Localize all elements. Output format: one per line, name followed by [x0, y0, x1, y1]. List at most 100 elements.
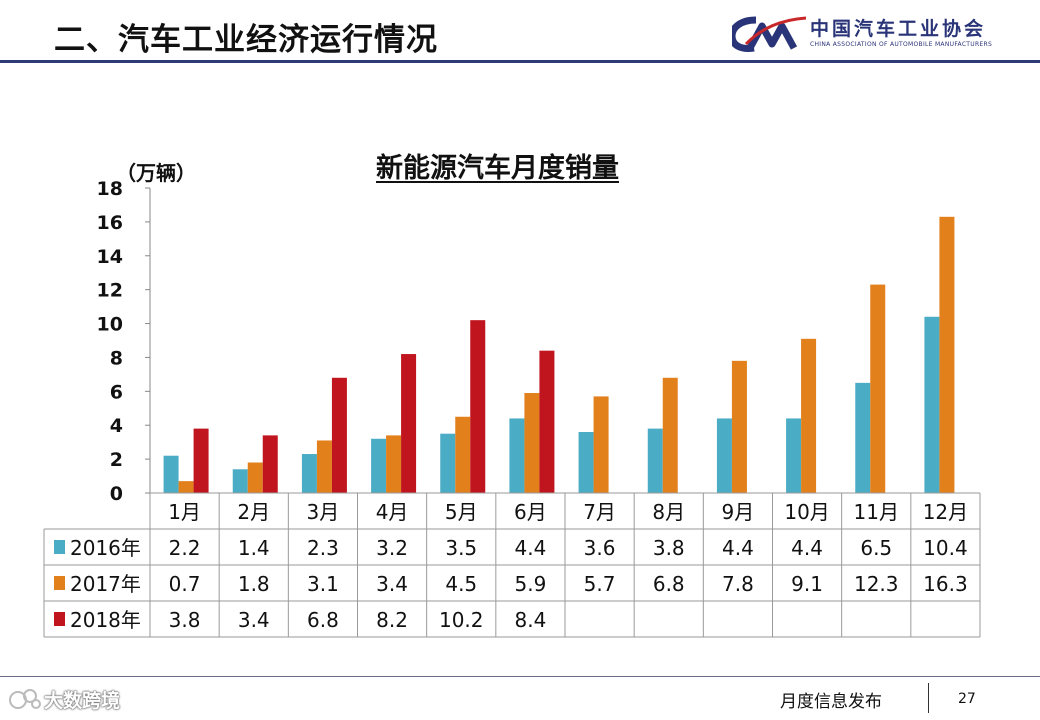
bar-2018年-4月 — [401, 354, 417, 493]
y-tick-label: 6 — [110, 381, 123, 403]
data-label: 3.8 — [653, 536, 685, 560]
data-label: 10.2 — [439, 608, 484, 632]
x-tick-label: 10月 — [784, 500, 829, 524]
page-title: 二、汽车工业经济运行情况 — [54, 22, 438, 58]
data-label: 0.7 — [169, 572, 201, 596]
data-label: 3.5 — [445, 536, 477, 560]
data-label: 3.8 — [169, 608, 201, 632]
header-divider — [0, 60, 1040, 63]
bar-2017年-1月 — [178, 481, 194, 493]
watermark-text: 大数跨境 — [44, 690, 121, 712]
x-tick-label: 9月 — [722, 500, 755, 524]
data-label: 12.3 — [854, 572, 899, 596]
bar-2016年-9月 — [716, 418, 732, 493]
x-tick-label: 1月 — [168, 500, 201, 524]
x-tick-label: 5月 — [445, 500, 478, 524]
bar-2017年-7月 — [593, 396, 609, 493]
x-tick-label: 7月 — [583, 500, 616, 524]
logo-name: 中国汽车工业协会 — [810, 18, 987, 40]
bar-2017年-11月 — [870, 284, 886, 493]
footer-divider — [0, 676, 1040, 677]
y-axis-unit-label: （万辆） — [116, 161, 196, 185]
data-label: 16.3 — [923, 572, 968, 596]
data-label: 1.4 — [238, 536, 270, 560]
data-label: 6.5 — [860, 536, 892, 560]
y-tick-label: 8 — [110, 347, 123, 369]
bar-2017年-4月 — [386, 435, 402, 493]
y-tick-label: 12 — [97, 280, 123, 302]
bar-2018年-6月 — [539, 350, 555, 493]
y-tick-label: 10 — [97, 314, 123, 336]
data-label: 3.4 — [238, 608, 270, 632]
data-label: 3.1 — [307, 572, 339, 596]
bar-2016年-7月 — [578, 432, 594, 493]
legend-label: 2018年 — [70, 608, 141, 632]
bar-2017年-5月 — [455, 416, 471, 493]
bar-2017年-12月 — [939, 216, 955, 494]
bar-2016年-11月 — [855, 382, 871, 493]
bar-2018年-1月 — [193, 428, 209, 493]
x-tick-label: 6月 — [514, 500, 547, 524]
caam-logo: 中国汽车工业协会 CHINA ASSOCIATION OF AUTOMOBILE… — [728, 14, 997, 54]
data-label: 6.8 — [307, 608, 339, 632]
bar-2017年-3月 — [316, 440, 332, 493]
bar-2017年-6月 — [524, 393, 540, 493]
x-tick-label: 2月 — [237, 500, 270, 524]
bar-2017年-2月 — [247, 462, 263, 493]
data-label: 8.2 — [376, 608, 408, 632]
bar-2018年-5月 — [470, 320, 486, 493]
x-tick-label: 3月 — [307, 500, 340, 524]
data-label: 2.3 — [307, 536, 339, 560]
watermark-logo-icon — [9, 689, 41, 709]
bar-2017年-10月 — [801, 338, 817, 493]
data-label: 3.2 — [376, 536, 408, 560]
logo-english-name: CHINA ASSOCIATION OF AUTOMOBILE MANUFACT… — [810, 41, 993, 48]
legend-swatch-2016年 — [54, 540, 65, 554]
footer-label: 月度信息发布 — [780, 692, 882, 712]
footer-separator — [928, 683, 929, 713]
y-tick-label: 0 — [110, 483, 123, 505]
y-tick-label: 18 — [97, 178, 123, 200]
data-label: 4.4 — [791, 536, 823, 560]
bar-2016年-6月 — [509, 418, 525, 493]
data-label: 9.1 — [791, 572, 823, 596]
data-label: 2.2 — [169, 536, 201, 560]
data-label: 4.4 — [722, 536, 754, 560]
legend-swatch-2017年 — [54, 576, 65, 590]
legend-swatch-2018年 — [54, 612, 65, 626]
bar-2016年-3月 — [301, 454, 317, 493]
x-tick-label: 11月 — [854, 500, 899, 524]
bar-2018年-2月 — [262, 435, 278, 493]
data-label: 3.4 — [376, 572, 408, 596]
watermark: 大数跨境 — [8, 686, 120, 712]
data-label: 8.4 — [515, 608, 547, 632]
legend-label: 2016年 — [70, 536, 141, 560]
bar-2016年-5月 — [440, 433, 456, 493]
bar-2016年-10月 — [786, 418, 802, 493]
y-tick-label: 4 — [110, 415, 123, 437]
data-label: 10.4 — [923, 536, 968, 560]
bar-2016年-4月 — [371, 438, 387, 493]
data-label: 7.8 — [722, 572, 754, 596]
x-tick-label: 8月 — [652, 500, 685, 524]
data-label: 6.8 — [653, 572, 685, 596]
page-number: 27 — [958, 691, 976, 707]
bar-2016年-1月 — [163, 455, 179, 493]
bar-2018年-3月 — [331, 377, 347, 493]
cam-logo-icon — [728, 16, 807, 52]
x-tick-label: 12月 — [923, 500, 968, 524]
data-label: 3.6 — [584, 536, 616, 560]
data-label: 1.8 — [238, 572, 270, 596]
data-label: 5.9 — [515, 572, 547, 596]
slide-header: 二、汽车工业经济运行情况 中国汽车工业协会 CHINA ASSOCIATION … — [0, 0, 1040, 63]
bar-2017年-8月 — [662, 377, 678, 493]
y-tick-label: 2 — [110, 449, 123, 471]
y-tick-label: 14 — [97, 246, 123, 268]
y-tick-label: 16 — [97, 212, 123, 234]
data-label: 4.4 — [515, 536, 547, 560]
data-label: 4.5 — [445, 572, 477, 596]
bar-2017年-9月 — [731, 360, 747, 493]
bar-2016年-8月 — [647, 428, 663, 493]
bar-2016年-12月 — [924, 316, 940, 493]
chart-title: 新能源汽车月度销量 — [376, 153, 619, 184]
